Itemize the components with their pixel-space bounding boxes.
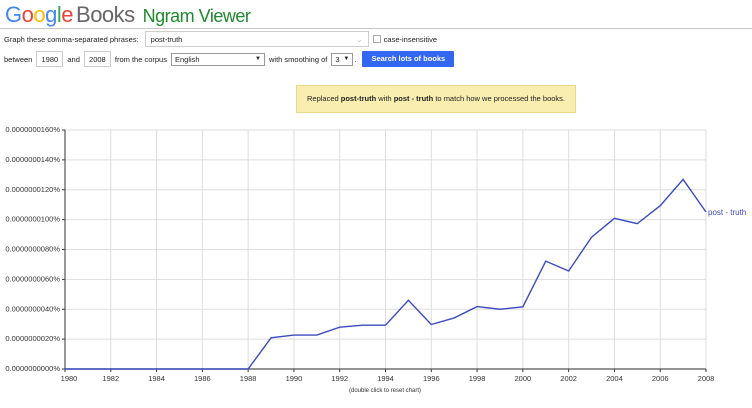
phrases-row: Graph these comma-separated phrases: pos… <box>4 31 437 47</box>
y-tick-label: 0.0000000160% <box>5 125 60 134</box>
y-tick-label: 0.0000000120% <box>5 185 60 194</box>
case-insensitive-label: case-insensitive <box>383 34 438 44</box>
x-tick-label: 2006 <box>652 374 669 383</box>
series-label[interactable]: post - truth <box>708 208 746 217</box>
page-title: Ngram Viewer <box>142 6 251 26</box>
phrases-label: Graph these comma-separated phrases: <box>4 34 139 44</box>
x-tick-label: 2004 <box>606 374 623 383</box>
y-tick-label: 0.0000000140% <box>5 155 60 164</box>
google-books-logo[interactable]: Google Books Ngram Viewer <box>5 2 251 28</box>
header-divider <box>0 28 752 29</box>
y-tick-label: 0.0000000060% <box>5 274 60 283</box>
x-tick-label: 1980 <box>61 374 78 383</box>
range-row: between 1980 and 2008 from the corpus En… <box>4 51 455 67</box>
x-tick-label: 2002 <box>560 374 577 383</box>
x-tick-label: 1984 <box>148 374 165 383</box>
x-tick-label: 2000 <box>515 374 532 383</box>
notice-text: Replaced <box>306 94 341 103</box>
and-label: and <box>67 54 80 64</box>
smoothing-select[interactable]: 3 ▼ <box>331 52 354 66</box>
y-tick-label: 0.0000000000% <box>5 364 60 373</box>
x-tick-label: 1988 <box>240 374 257 383</box>
smoothing-value: 3 <box>335 54 340 64</box>
between-label: between <box>4 54 33 64</box>
reset-hint: (double click to reset chart) <box>349 388 421 394</box>
y-tick-label: 0.0000000080% <box>5 245 60 254</box>
x-tick-label: 1990 <box>286 374 303 383</box>
dropdown-arrow-icon: ▼ <box>343 55 350 62</box>
y-tick-label: 0.0000000020% <box>5 334 60 343</box>
y-tick-label: 0.0000000100% <box>5 215 60 224</box>
case-insensitive-checkbox[interactable] <box>372 35 381 43</box>
end-year-input[interactable]: 2008 <box>83 51 111 67</box>
phrases-input[interactable]: post-truth ⌄ <box>144 31 369 47</box>
x-tick-label: 1986 <box>194 374 211 383</box>
smoothing-label: with smoothing of <box>268 54 328 64</box>
y-tick-label: 0.0000000040% <box>5 304 60 313</box>
corpus-select[interactable]: English ▼ <box>170 52 265 66</box>
notice-text: to match how we processed the books. <box>433 94 566 103</box>
dropdown-arrow-icon: ▼ <box>255 55 261 62</box>
corpus-value: English <box>174 54 200 64</box>
period: . <box>354 54 357 64</box>
x-tick-label: 2008 <box>698 374 715 383</box>
replacement-notice: Replaced post-truth with post - truth to… <box>295 85 577 113</box>
notice-text: with <box>376 94 394 103</box>
x-tick-label: 1996 <box>423 374 440 383</box>
books-label: Books <box>76 2 135 27</box>
notice-original: post-truth <box>340 94 377 103</box>
phrases-value: post-truth <box>150 35 183 44</box>
x-tick-label: 1992 <box>331 374 348 383</box>
notice-replacement: post - truth <box>393 94 434 103</box>
x-tick-label: 1982 <box>102 374 119 383</box>
google-logo: Google <box>5 2 74 27</box>
dropdown-caret-icon: ⌄ <box>356 35 363 44</box>
start-year-input[interactable]: 1980 <box>36 51 64 67</box>
search-button[interactable]: Search lots of books <box>362 51 455 67</box>
corpus-label: from the corpus <box>114 54 167 64</box>
x-tick-label: 1998 <box>469 374 486 383</box>
x-tick-label: 1994 <box>377 374 394 383</box>
